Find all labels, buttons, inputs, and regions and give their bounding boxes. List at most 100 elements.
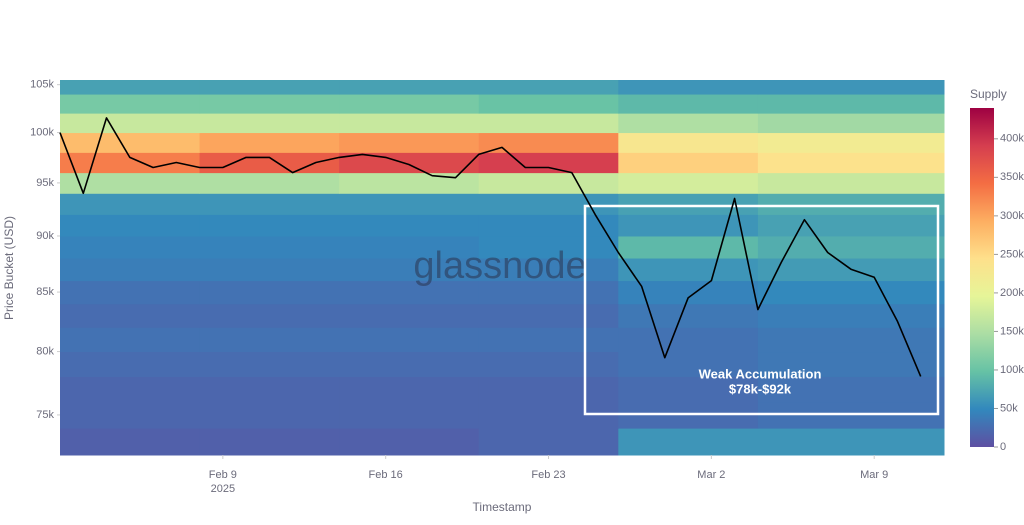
heatmap-cell [478, 113, 619, 134]
heatmap-cell [757, 235, 945, 259]
heatmap-cell [60, 401, 201, 429]
heatmap-cell [478, 80, 619, 95]
heatmap-cell [339, 303, 480, 328]
heatmap-cell [478, 193, 619, 215]
colorbar-tick-label: 150k [1000, 325, 1024, 337]
annotation-text: $78k-$92k [729, 381, 792, 396]
colorbar-tick-label: 300k [1000, 210, 1024, 222]
heatmap-cell [618, 376, 759, 403]
annotation-box [583, 204, 940, 416]
heatmap-cell [618, 80, 759, 95]
heatmap-cell [199, 327, 340, 353]
heatmap-cell [757, 113, 945, 134]
colorbar-title: Supply [970, 87, 1007, 101]
annotation-text: Weak Accumulation [699, 366, 822, 381]
heatmap-cell [478, 132, 619, 153]
heatmap-cell [478, 351, 619, 377]
heatmap-cell [757, 351, 945, 377]
heatmap-cell [618, 235, 759, 259]
heatmap-cell [339, 327, 480, 353]
heatmap-cell [478, 428, 619, 456]
heatmap-cell [618, 193, 759, 215]
y-axis-title: Price Bucket (USD) [2, 216, 16, 320]
heatmap-cell [60, 94, 201, 114]
watermark: glassnode [413, 245, 586, 287]
plot-area [60, 80, 945, 456]
colorbar-tick-label: 0 [1000, 441, 1006, 453]
y-tick-label: 100k [30, 126, 54, 138]
heatmap-cell [478, 376, 619, 403]
heatmap-cell [339, 351, 480, 377]
heatmap-cell [757, 172, 945, 194]
heatmap-cell [757, 376, 945, 403]
heatmap-cell [757, 214, 945, 237]
heatmap-cell [618, 152, 759, 174]
colorbar-tick-label: 400k [1000, 133, 1024, 145]
heatmap-cell [60, 258, 201, 282]
x-tick-label: Feb 9 [209, 469, 237, 481]
heatmap-cell [60, 376, 201, 403]
heatmap-cell [199, 351, 340, 377]
heatmap-cell [618, 94, 759, 114]
heatmap-cell [618, 258, 759, 282]
heatmap-cell [60, 193, 201, 215]
heatmap-cell [199, 235, 340, 259]
heatmap-cell [339, 193, 480, 215]
heatmap-cell [199, 152, 340, 174]
heatmap-cell [339, 132, 480, 153]
colorbar-tick-label: 200k [1000, 287, 1024, 299]
colorbar-tick-label: 250k [1000, 248, 1024, 260]
heatmap-cell [757, 428, 945, 456]
heatmap-cell [60, 327, 201, 353]
x-tick-label: Mar 2 [697, 469, 725, 481]
x-tick-label: Feb 23 [531, 469, 565, 481]
heatmap-cell [618, 303, 759, 328]
heatmap-cell [478, 327, 619, 353]
x-year-label: 2025 [211, 483, 235, 495]
heatmap-cell [618, 214, 759, 237]
heatmap-cell [618, 280, 759, 305]
heatmap-cell [199, 376, 340, 403]
heatmap-cell [339, 401, 480, 429]
heatmap-cell [757, 193, 945, 215]
heatmap-cell [60, 214, 201, 237]
heatmap-cell [199, 172, 340, 194]
heatmap-cell [757, 280, 945, 305]
heatmap-cell [478, 303, 619, 328]
heatmap-cell [757, 152, 945, 174]
heatmap-cell [757, 327, 945, 353]
price-line [59, 117, 922, 377]
heatmap-cell [60, 235, 201, 259]
y-tick-label: 95k [36, 177, 54, 189]
heatmap-cell [618, 327, 759, 353]
heatmap-cell [339, 152, 480, 174]
heatmap-cell [199, 80, 340, 95]
heatmap-cell [339, 428, 480, 456]
heatmap-cell [199, 258, 340, 282]
heatmap-cell [478, 401, 619, 429]
heatmap-cell [618, 113, 759, 134]
heatmap-cell [618, 172, 759, 194]
heatmap-cell [757, 303, 945, 328]
heatmap-cell [199, 303, 340, 328]
heatmap-cell [339, 80, 480, 95]
y-tick-label: 80k [36, 345, 54, 357]
heatmap-cell [478, 152, 619, 174]
x-axis-title: Timestamp [473, 500, 532, 514]
heatmap-cell [757, 80, 945, 95]
heatmap-cell [60, 351, 201, 377]
heatmap-cell [199, 214, 340, 237]
heatmap-cell [339, 94, 480, 114]
heatmap-cell [199, 113, 340, 134]
x-tick-label: Mar 9 [860, 469, 888, 481]
heatmap-cell [757, 401, 945, 429]
heatmap-cell [199, 193, 340, 215]
heatmap-cell [60, 428, 201, 456]
heatmap-cell [618, 351, 759, 377]
colorbar [970, 108, 994, 447]
heatmap-cell [339, 258, 480, 282]
heatmap-cell [199, 280, 340, 305]
heatmap-cell [339, 280, 480, 305]
y-tick-label: 85k [36, 286, 54, 298]
